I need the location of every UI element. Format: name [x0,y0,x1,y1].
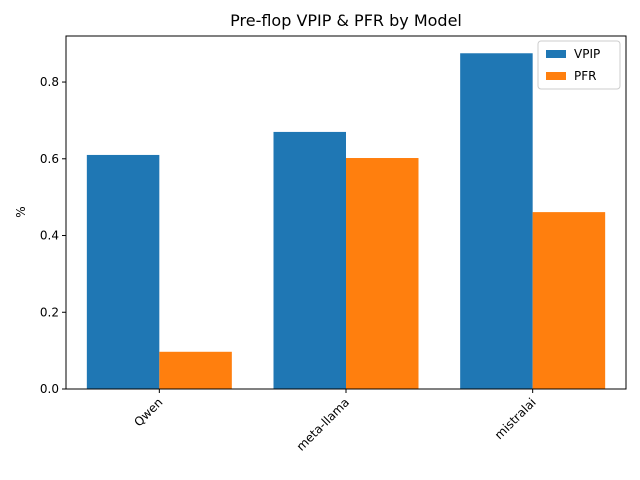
chart-title: Pre-flop VPIP & PFR by Model [230,11,462,30]
legend-swatch-vpip [546,50,566,58]
y-tick-label: 0.8 [40,75,59,89]
y-ticks: 0.0 0.2 0.4 0.6 0.8 [40,75,66,396]
legend-swatch-pfr [546,72,566,80]
legend-label-vpip: VPIP [574,47,600,61]
y-tick-label: 0.4 [40,229,59,243]
x-tick-label: Qwen [131,395,165,429]
bar-vpip-meta-llama [273,131,346,389]
bar-vpip-qwen [86,154,160,389]
bar-pfr-mistralai [532,212,606,389]
legend: VPIP PFR [537,40,621,90]
bar-pfr-meta-llama [346,158,419,389]
x-ticks: Qwen meta-llama mistralai [131,389,539,454]
y-tick-label: 0.2 [40,305,59,319]
x-tick-label: meta-llama [294,395,352,453]
x-tick-label: mistralai [492,395,539,442]
bars-group [86,53,606,390]
bar-pfr-qwen [159,351,232,389]
plot-frame [65,35,627,390]
y-tick-label: 0.6 [40,152,59,166]
legend-label-pfr: PFR [574,69,596,83]
bar-vpip-mistralai [460,53,533,390]
y-tick-label: 0.0 [40,382,59,396]
y-axis-label: % [14,206,28,217]
